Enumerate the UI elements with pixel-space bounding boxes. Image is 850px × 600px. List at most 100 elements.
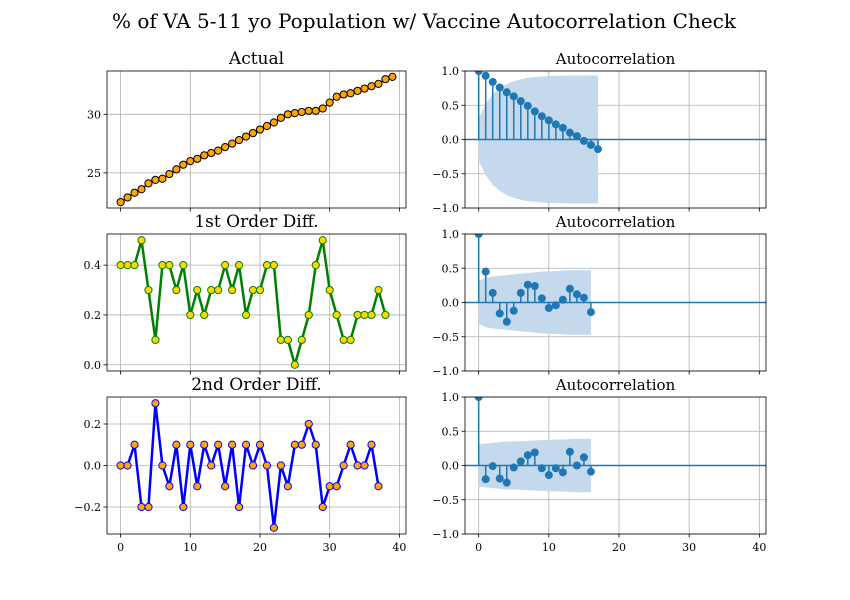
data-point	[248, 461, 258, 470]
data-point	[339, 461, 348, 470]
acf-point	[537, 294, 546, 303]
x-tick-label: 0	[475, 541, 482, 554]
data-point	[151, 175, 160, 184]
data-point	[332, 92, 341, 101]
y-tick-label: 0.0	[442, 297, 460, 310]
acf-point	[509, 463, 518, 472]
x-tick-label: 30	[682, 541, 696, 554]
chart-panel-2: 0.0 0.2 0.4 1st Order Diff.	[84, 212, 407, 375]
chart-title: 1st Order Diff.	[194, 212, 318, 232]
data-point	[234, 502, 244, 512]
data-point	[241, 310, 251, 320]
data-point	[214, 440, 223, 449]
data-point	[158, 261, 167, 270]
data-point	[311, 106, 320, 115]
acf-point	[537, 112, 546, 121]
y-tick-label: −0.5	[432, 168, 459, 181]
data-point	[248, 285, 258, 295]
data-point	[130, 440, 139, 449]
acf-point	[481, 267, 490, 276]
acf-point	[516, 457, 525, 466]
y-tick-label: 30	[87, 108, 101, 121]
data-point	[304, 419, 313, 429]
data-point	[214, 285, 223, 295]
chart-panel-6: 0 10 20 30 40 −1.0 −0.5 0.0 0.5 1.0 Autocorrelatio…	[432, 376, 767, 554]
data-point	[179, 502, 188, 512]
chart-title: Autocorrelation	[555, 50, 676, 68]
acf-point	[488, 288, 497, 297]
acf-point	[488, 77, 497, 86]
data-point	[228, 139, 237, 148]
x-tick-label: 40	[752, 541, 766, 554]
data-point	[283, 110, 292, 119]
data-layer	[465, 71, 766, 204]
acf-point	[593, 145, 602, 154]
data-point	[207, 461, 216, 470]
data-point	[234, 261, 244, 270]
data-point	[290, 109, 299, 118]
axes-layer: 25 30 Actual 0.0 0.2 0.4 1st Order Diff. 0 10 20 3…	[74, 49, 767, 554]
y-tick-label: −1.0	[432, 528, 459, 541]
chart-title: Autocorrelation	[555, 376, 676, 394]
y-tick-label: −0.2	[74, 501, 101, 514]
data-point	[311, 440, 320, 449]
data-point	[304, 106, 313, 115]
data-point	[353, 310, 362, 320]
y-tick-label: −0.5	[432, 494, 459, 507]
data-point	[193, 154, 202, 163]
data-point	[137, 236, 146, 245]
data-point	[367, 82, 376, 91]
acf-point	[579, 136, 588, 145]
acf-point	[586, 140, 595, 149]
data-point	[116, 461, 125, 470]
data-point	[346, 335, 355, 344]
axes-frame	[106, 70, 407, 209]
acf-point	[530, 282, 539, 291]
data-point	[262, 461, 272, 470]
y-tick-label: 0.2	[84, 309, 102, 322]
axes-frame	[106, 233, 407, 372]
acf-point	[544, 116, 553, 125]
data-point	[381, 310, 390, 320]
chart-title: Actual	[228, 49, 284, 69]
data-point	[297, 440, 306, 449]
data-point	[179, 160, 188, 169]
acf-point	[530, 107, 539, 116]
y-tick-label: 0.5	[442, 262, 460, 275]
data-point	[116, 261, 125, 270]
acf-point	[502, 478, 511, 487]
x-tick-label: 20	[612, 541, 626, 554]
acf-point	[558, 468, 567, 477]
acf-point	[509, 92, 518, 101]
chart-panel-4: −1.0 −0.5 0.0 0.5 1.0 Autocorrelation	[432, 50, 767, 215]
acf-point	[565, 284, 574, 293]
data-point	[318, 236, 327, 245]
data-point	[311, 261, 320, 270]
x-tick-label: 30	[323, 541, 337, 554]
data-point	[360, 461, 369, 470]
acf-point	[572, 461, 581, 470]
y-tick-label: 1.0	[442, 391, 460, 404]
data-point	[144, 179, 153, 188]
data-point	[374, 79, 383, 88]
acf-point	[516, 97, 525, 106]
y-tick-label: 0.0	[442, 134, 460, 147]
acf-point	[551, 120, 560, 129]
acf-point	[516, 288, 525, 297]
data-point	[172, 165, 181, 174]
y-tick-label: 0.4	[84, 259, 102, 272]
y-tick-label: 0.0	[84, 359, 102, 372]
y-tick-label: 1.0	[442, 65, 460, 78]
y-tick-label: 0.2	[84, 418, 102, 431]
data-point	[255, 440, 265, 449]
data-point	[172, 440, 181, 449]
acf-point	[551, 464, 560, 473]
data-point	[269, 523, 279, 532]
data-point	[193, 482, 202, 491]
acf-point	[474, 234, 483, 238]
acf-point	[502, 88, 511, 97]
chart-title: Autocorrelation	[555, 213, 676, 231]
acf-point	[537, 464, 546, 473]
data-layer	[116, 399, 383, 532]
data-point	[186, 310, 195, 320]
